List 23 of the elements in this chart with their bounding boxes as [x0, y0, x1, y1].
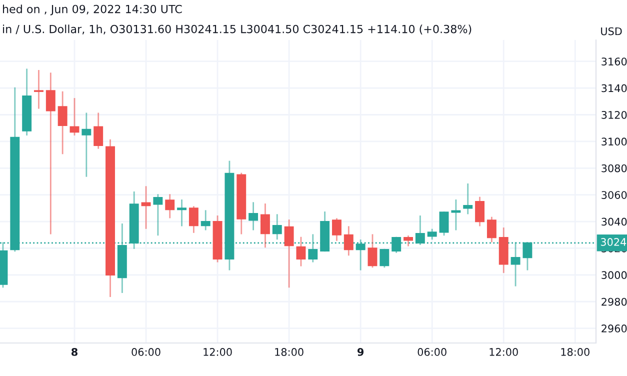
y-tick-label: 3000: [602, 271, 627, 280]
y-tick-label: 2960: [602, 324, 627, 332]
x-tick-label: 8: [72, 348, 78, 356]
y-tick-label: 2980: [602, 298, 627, 306]
text: in / U.S. Dollar, 1h, O30131.60 H30241.15 L30041.50 C30241.15 +114.10 (+0.38%): [3, 24, 472, 35]
y-tick-label: 3140: [602, 84, 627, 92]
ref-line-label: 3024: [600, 238, 626, 246]
x-tick-label: 9: [357, 348, 364, 356]
y-axis-title: USD: [601, 27, 622, 36]
x-tick-label: 18:00: [561, 348, 590, 356]
x-tick-label: 12:00: [490, 348, 518, 356]
x-tick-label: 06:00: [132, 348, 160, 356]
text: hed on , Jun 09, 2022 14:30 UTC: [3, 4, 182, 16]
y-tick-label: 3060: [602, 191, 627, 199]
y-tick-label: 3040: [602, 218, 627, 226]
y-tick-label: 3100: [602, 138, 627, 146]
y-tick-label: 3080: [602, 164, 627, 172]
candlestick: [380, 248, 390, 268]
y-tick-label: 3160: [602, 58, 627, 66]
x-tick-label: 12:00: [204, 348, 232, 356]
x-tick-label: 06:00: [418, 348, 446, 356]
x-tick-label: 18:00: [275, 348, 304, 356]
y-tick-label: 3120: [602, 110, 627, 119]
